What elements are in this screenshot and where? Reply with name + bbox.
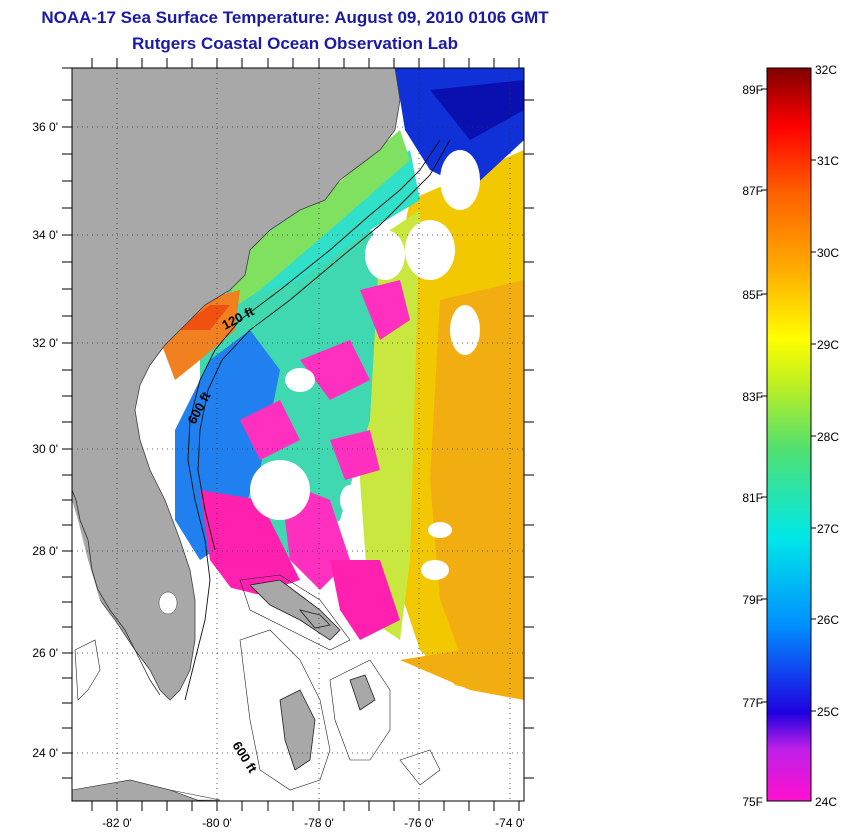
lon-label-76: -76 0' [404, 816, 434, 830]
lon-label-78: -78 0' [304, 816, 334, 830]
lon-label-74: -74 0' [495, 816, 525, 830]
colorbar-c-25: 25C [817, 705, 839, 719]
bahamas [249, 579, 376, 771]
colorbar-c-29: 29C [817, 338, 839, 352]
map-frame [71, 67, 525, 802]
colorbar-f-75: 75F [742, 795, 763, 809]
colorbar-f-79: 79F [742, 593, 763, 607]
colorbar-gradient [766, 67, 812, 802]
land-mass [72, 68, 401, 701]
colorbar-c-30: 30C [817, 246, 839, 260]
lat-label-34: 34 0' [32, 228, 58, 242]
colorbar-c-28: 28C [817, 430, 839, 444]
isobath-lines [184, 139, 451, 701]
lat-label-36: 36 0' [32, 120, 58, 134]
lon-label-82: -82 0' [102, 816, 132, 830]
lat-label-28: 28 0' [32, 544, 58, 558]
colorbar-f-77: 77F [742, 696, 763, 710]
map-area: 120 ft 600 ft 600 ft [72, 68, 524, 801]
map-subtitle: Rutgers Coastal Ocean Observation Lab [132, 34, 458, 53]
lat-label-30: 30 0' [32, 442, 58, 456]
lon-label-80: -80 0' [202, 816, 232, 830]
temperature-colorbar: 89F 87F 85F 83F 81F 79F 77F 75F 32C 31C … [742, 63, 839, 809]
lat-label-24: 24 0' [32, 746, 58, 760]
axis-ticks [62, 58, 534, 811]
colorbar-f-81: 81F [742, 491, 763, 505]
colorbar-f-85: 85F [742, 288, 763, 302]
lat-label-32: 32 0' [32, 336, 58, 350]
graticule [72, 68, 524, 801]
colorbar-f-89: 89F [742, 83, 763, 97]
colorbar-c-32: 32C [815, 63, 837, 77]
lat-label-26: 26 0' [32, 646, 58, 660]
colorbar-c-26: 26C [817, 613, 839, 627]
colorbar-c-24: 24C [815, 795, 837, 809]
colorbar-f-83: 83F [742, 390, 763, 404]
colorbar-f-87: 87F [742, 184, 763, 198]
map-title: NOAA-17 Sea Surface Temperature: August … [41, 8, 549, 27]
colorbar-c-27: 27C [817, 522, 839, 536]
colorbar-c-31: 31C [817, 154, 839, 168]
